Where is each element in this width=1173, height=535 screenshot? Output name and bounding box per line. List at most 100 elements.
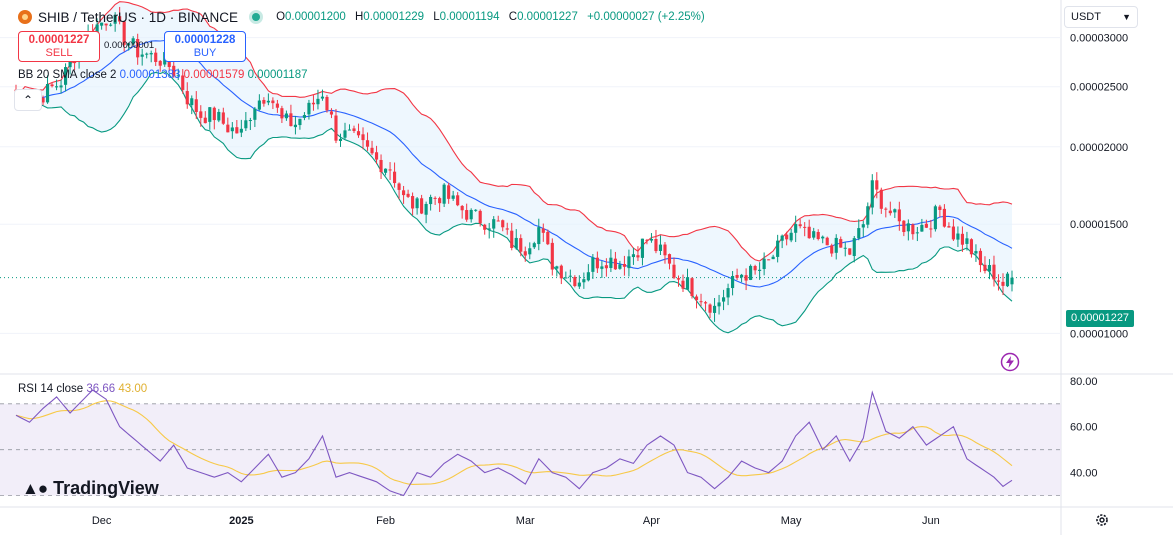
candle-body <box>496 220 500 222</box>
candle-body <box>591 257 595 272</box>
candle-body <box>609 257 613 268</box>
rsi-legend[interactable]: RSI 14 close 36.66 43.00 <box>18 383 147 395</box>
candle-body <box>546 231 550 245</box>
candle-body <box>897 209 901 222</box>
bb-legend[interactable]: BB 20 SMA close 2 0.00001383 0.00001579 … <box>18 69 308 81</box>
candle-body <box>275 103 279 108</box>
time-tick-label: Dec <box>92 515 112 527</box>
rsi-tick-label: 60.00 <box>1070 422 1098 434</box>
candle-body <box>433 197 437 199</box>
candle-body <box>636 255 640 258</box>
candle-body <box>717 302 721 307</box>
candle-body <box>145 53 149 55</box>
candle-body <box>302 115 307 118</box>
candle-body <box>658 244 663 251</box>
low-value: 0.00001194 <box>439 11 500 23</box>
candle-body <box>776 240 780 257</box>
bb-lower-value: 0.00001187 <box>247 69 308 81</box>
currency-select[interactable]: USDT ▼ <box>1064 6 1138 28</box>
candle-body <box>438 198 442 204</box>
buy-button[interactable]: 0.00001228 BUY <box>164 31 246 62</box>
candle-body <box>203 117 207 124</box>
candle-body <box>365 140 370 147</box>
candle-body <box>334 115 338 141</box>
candle-body <box>478 210 482 224</box>
candle-body <box>789 232 793 241</box>
candle-body <box>821 236 825 239</box>
candle-body <box>429 196 433 205</box>
buy-price: 0.00001228 <box>174 34 236 46</box>
candle-body <box>451 195 455 199</box>
sell-button[interactable]: 0.00001227 SELL <box>18 31 100 62</box>
bb-lower-line <box>15 71 1013 334</box>
candle-body <box>938 206 942 210</box>
symbol-title[interactable]: SHIB / TetherUS · 1D · BINANCE <box>38 9 239 25</box>
price-pane[interactable] <box>0 1 1061 334</box>
high-value: 0.00001229 <box>363 11 425 23</box>
chevron-up-icon: ⌃ <box>22 93 34 107</box>
gear-icon[interactable] <box>1094 512 1110 528</box>
collapse-legend-button[interactable]: ⌃ <box>14 89 42 111</box>
candle-body <box>383 168 388 173</box>
candle-body <box>843 247 847 249</box>
candle-body <box>902 220 906 233</box>
sell-label: SELL <box>45 47 73 59</box>
candle-body <box>708 304 712 313</box>
candle-body <box>618 264 622 269</box>
candle-body <box>392 171 397 184</box>
candle-body <box>474 209 478 211</box>
candle-body <box>983 264 987 272</box>
candle-body <box>338 138 343 142</box>
candle-body <box>699 301 703 303</box>
candle-body <box>487 228 491 230</box>
time-tick-label: Mar <box>516 515 535 527</box>
candle-body <box>298 118 302 126</box>
candle-body <box>280 108 284 119</box>
candle-body <box>510 230 514 248</box>
candle-body <box>447 185 451 199</box>
bb-upper-line <box>15 1 1013 262</box>
candle-body <box>483 224 487 230</box>
candle-body <box>740 274 744 278</box>
rsi-ma-value: 43.00 <box>118 383 148 395</box>
rsi-pane[interactable] <box>0 389 1061 497</box>
price-tick-label: 0.00002000 <box>1070 142 1128 154</box>
candle-body <box>884 208 888 210</box>
tradingview-logo: ▲● TradingView <box>22 478 159 499</box>
candle-body <box>235 127 239 134</box>
rsi-line <box>15 389 1013 497</box>
candle-body <box>64 67 68 85</box>
candle-body <box>974 251 978 254</box>
candle-body <box>271 100 275 104</box>
candle-body <box>460 205 464 211</box>
price-tick-label: 0.00001500 <box>1070 219 1128 231</box>
candle-body <box>663 244 667 256</box>
candle-body <box>573 277 577 287</box>
shib-coin-icon <box>18 10 32 24</box>
candle-body <box>492 219 496 229</box>
candle-body <box>411 196 415 209</box>
open-value: 0.00001200 <box>285 11 346 23</box>
candle-body <box>469 209 473 220</box>
close-value: 0.00001227 <box>517 11 578 23</box>
candle-body <box>870 180 874 208</box>
candle-body <box>361 134 365 141</box>
candle-body <box>762 258 766 270</box>
brand-name: TradingView <box>53 478 159 498</box>
candle-body <box>564 277 568 279</box>
candle-body <box>293 124 297 128</box>
candle-body <box>356 131 361 136</box>
candle-body <box>420 198 424 214</box>
lightning-icon[interactable] <box>1000 352 1020 372</box>
candle-body <box>523 251 527 256</box>
candle-body <box>266 100 270 103</box>
candle-body <box>199 111 203 118</box>
candle-body <box>595 257 599 269</box>
candle-body <box>230 127 234 132</box>
candle-body <box>100 22 104 26</box>
candle-body <box>343 130 347 138</box>
candle-body <box>685 277 690 290</box>
rsi-tick-label: 40.00 <box>1070 468 1098 480</box>
candle-body <box>122 21 126 45</box>
